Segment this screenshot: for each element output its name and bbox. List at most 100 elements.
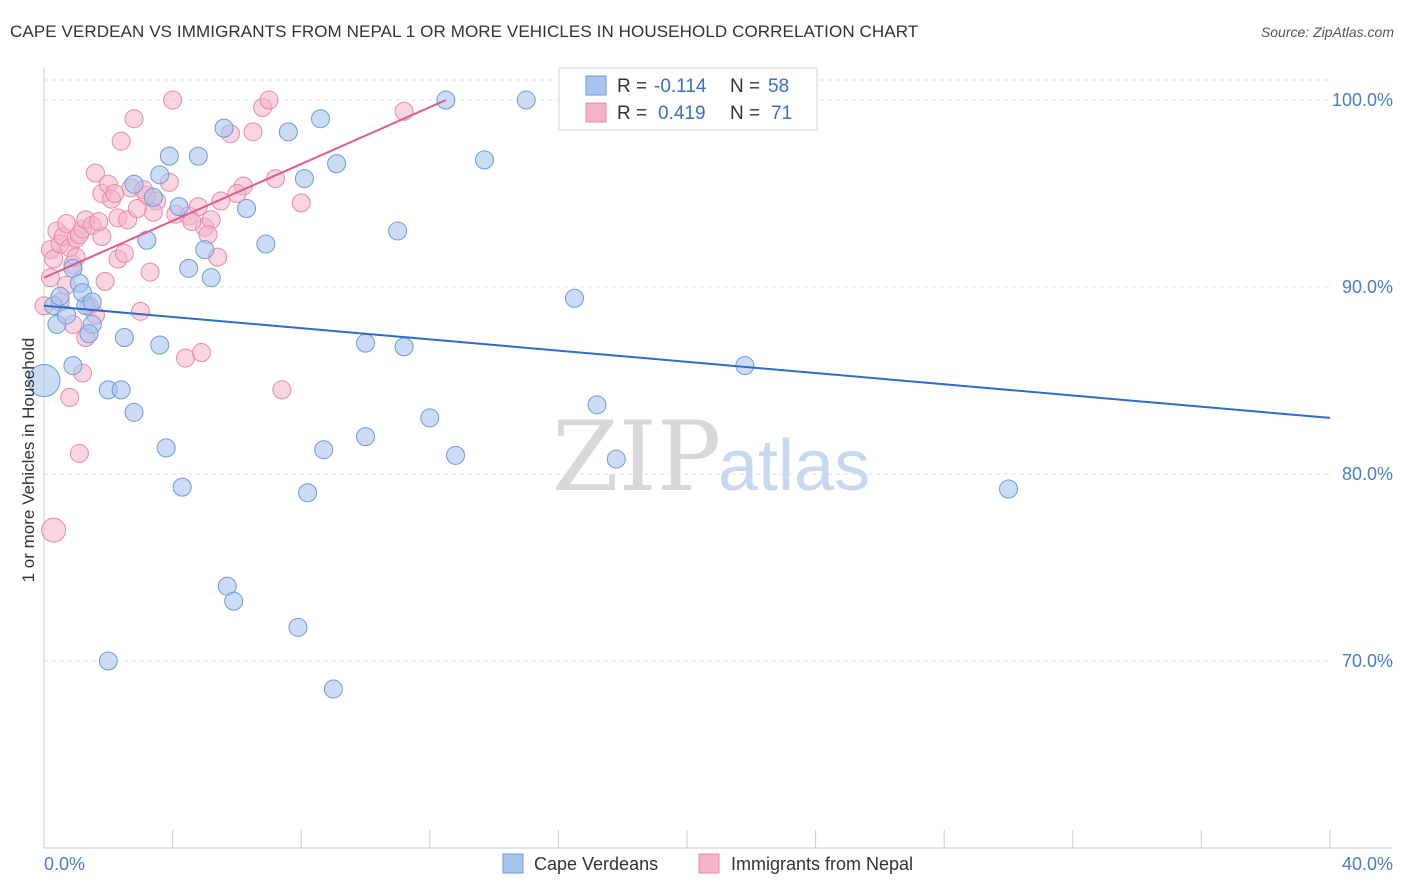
legend-n-label-1: N = [730, 76, 760, 97]
nepal-point [211, 191, 231, 211]
bottom-legend-label-2: Immigrants from Nepal [731, 854, 913, 874]
cape-verdean-point [150, 165, 170, 185]
cape-verdean-trend-line [43, 304, 1331, 419]
cape-verdean-point [356, 333, 375, 353]
y-tick-label: 90.0% [1342, 277, 1393, 297]
cape-verdean-point [79, 324, 99, 344]
cape-verdean-point [111, 380, 131, 400]
watermark-zip: ZIP [552, 401, 721, 513]
legend-swatch-pink [585, 102, 607, 123]
cape-verdean-point [278, 122, 298, 142]
chart-title: CAPE VERDEAN VS IMMIGRANTS FROM NEPAL 1 … [10, 22, 919, 41]
nepal-point [85, 163, 105, 183]
bottom-legend-swatch-pink [698, 853, 720, 874]
cape-verdean-point [516, 90, 536, 110]
cape-verdean-point [474, 150, 494, 170]
cape-verdean-point [298, 483, 318, 503]
nepal-point [259, 90, 279, 110]
y-tick-label: 80.0% [1342, 464, 1393, 484]
nepal-point [291, 193, 311, 213]
legend-r-label-2: R = [617, 103, 647, 124]
legend-r-value-1: -0.114 [654, 76, 707, 97]
cape-verdean-point [323, 679, 343, 699]
legend-r-label-1: R = [617, 76, 647, 97]
legend-n-label-2: N = [730, 103, 760, 124]
nepal-point [192, 342, 212, 362]
nepal-point [105, 184, 125, 204]
watermark-atlas: atlas [718, 426, 870, 506]
x-tick-label: 40.0% [1342, 854, 1393, 874]
cape-verdean-point [188, 146, 208, 166]
legend-r-value-2: 0.419 [658, 103, 706, 124]
nepal-trend-line [43, 99, 447, 279]
cape-verdean-point [394, 337, 414, 357]
nepal-point [140, 262, 160, 282]
cape-verdean-point [327, 154, 347, 174]
y-tick-label: 100.0% [1332, 90, 1393, 110]
correlation-legend: R = -0.114 N = 58 R = 0.419 N = 71 [558, 67, 818, 131]
cape-verdean-point [310, 109, 330, 129]
cape-verdean-point [606, 449, 626, 469]
y-axis-label: 1 or more Vehicles in Household [19, 338, 38, 583]
cape-verdean-point [564, 288, 584, 308]
cape-verdean-point [82, 292, 102, 312]
nepal-point [89, 212, 109, 232]
nepal-point [163, 90, 183, 110]
cape-verdean-point [156, 438, 176, 458]
y-tick-labels: 70.0% 80.0% 90.0% 100.0% [1332, 90, 1393, 671]
nepal-point [41, 517, 67, 543]
cape-verdean-point [124, 174, 144, 194]
cape-verdean-point [57, 305, 77, 325]
cape-verdean-point [314, 440, 334, 460]
cape-verdean-point [224, 591, 244, 611]
cape-verdean-point [150, 335, 170, 355]
legend-n-value-2: 71 [771, 103, 792, 124]
bottom-legend-swatch-blue [502, 853, 524, 874]
bottom-legend-label-1: Cape Verdeans [534, 854, 658, 874]
cape-verdean-point [201, 268, 221, 288]
cape-verdean-point [143, 187, 163, 207]
x-tick-label: 0.0% [44, 854, 85, 874]
y-tick-label: 70.0% [1342, 651, 1393, 671]
cape-verdean-point [172, 477, 192, 497]
cape-verdean-point [114, 328, 134, 348]
series-cape-verdean-points [27, 90, 1018, 699]
nepal-point [114, 243, 134, 263]
cape-verdean-point [356, 427, 375, 447]
cape-verdean-point [446, 445, 466, 465]
axes [43, 68, 1392, 849]
cape-verdean-point [214, 118, 234, 138]
series-legend: Cape Verdeans Immigrants from Nepal [502, 853, 913, 874]
cape-verdean-point [999, 479, 1018, 499]
source-label: Source: ZipAtlas.com [1260, 24, 1394, 40]
cape-verdean-point [98, 651, 118, 671]
cape-verdean-point [169, 197, 189, 217]
nepal-point [60, 387, 80, 407]
nepal-point [69, 443, 89, 463]
trend-lines [43, 99, 1331, 419]
nepal-point [130, 301, 150, 321]
nepal-point [111, 131, 131, 151]
cape-verdean-point [195, 240, 215, 260]
nepal-point [95, 271, 115, 291]
legend-n-value-1: 58 [768, 76, 789, 97]
nepal-point [127, 199, 147, 219]
grid-lines [44, 79, 1330, 662]
cape-verdean-point [124, 402, 144, 422]
cape-verdean-point [294, 169, 314, 189]
x-tick-labels: 0.0% 40.0% [44, 854, 1393, 874]
cape-verdean-point [420, 408, 440, 428]
cape-verdean-point [179, 258, 199, 278]
cape-verdean-point [27, 364, 61, 398]
cape-verdean-point [50, 286, 70, 306]
cape-verdean-point [587, 395, 607, 415]
legend-swatch-blue [585, 75, 607, 96]
cape-verdean-point [237, 199, 257, 219]
nepal-point [175, 348, 195, 368]
nepal-point [227, 184, 247, 204]
cape-verdean-point [388, 221, 408, 241]
cape-verdean-point [63, 356, 83, 376]
nepal-point [243, 122, 263, 142]
cape-verdean-point [159, 146, 179, 166]
